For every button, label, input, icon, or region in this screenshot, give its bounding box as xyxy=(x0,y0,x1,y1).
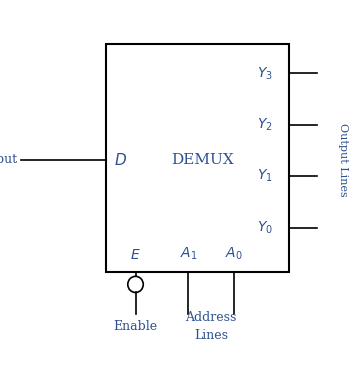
Text: $E$: $E$ xyxy=(130,248,141,262)
Text: Lines: Lines xyxy=(194,329,228,342)
Bar xyxy=(106,44,289,272)
Text: Input: Input xyxy=(0,153,18,166)
Text: $D$: $D$ xyxy=(114,152,127,168)
Text: $A_0$: $A_0$ xyxy=(225,246,243,262)
Text: $Y_2$: $Y_2$ xyxy=(257,117,273,133)
Text: $Y_1$: $Y_1$ xyxy=(257,168,273,184)
Text: $Y_3$: $Y_3$ xyxy=(257,65,273,81)
Text: Address: Address xyxy=(186,311,237,324)
Text: $Y_0$: $Y_0$ xyxy=(257,219,273,236)
Text: DEMUX: DEMUX xyxy=(171,153,234,167)
Text: $A_1$: $A_1$ xyxy=(180,246,197,262)
Text: Enable: Enable xyxy=(113,320,158,333)
Text: Output Lines: Output Lines xyxy=(338,123,348,196)
